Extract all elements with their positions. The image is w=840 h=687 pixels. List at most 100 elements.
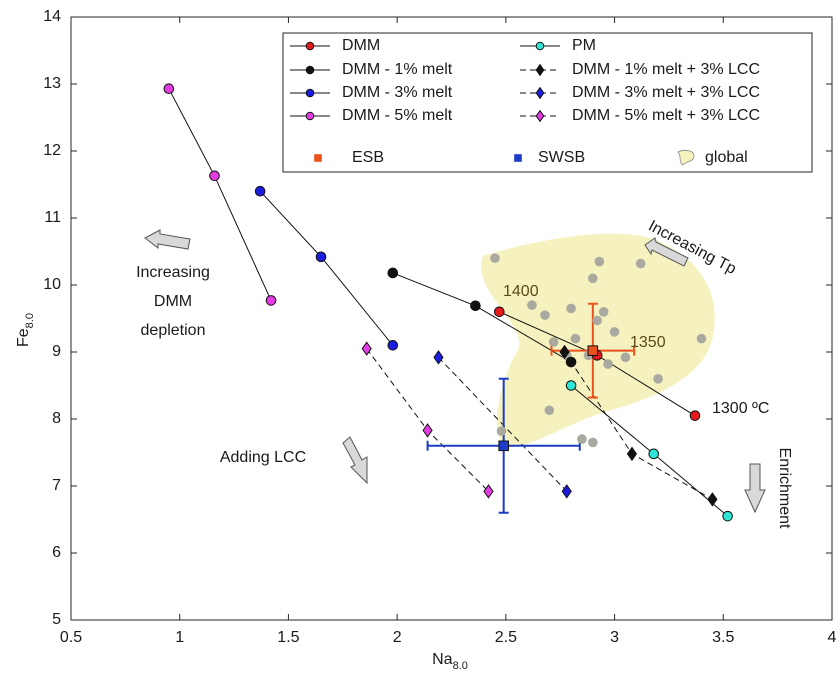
- legend-label: DMM: [342, 37, 380, 54]
- series-line: [366, 348, 489, 492]
- series-line: [259, 190, 394, 346]
- annotation: Enrichment: [776, 448, 793, 529]
- marker: [722, 510, 733, 522]
- legend-label: DMM - 5% melt: [342, 107, 453, 124]
- x-label-sub: 8.0: [453, 660, 468, 672]
- x-tick-label: 4: [828, 629, 837, 646]
- marker: [587, 345, 599, 356]
- axes-box: [70, 16, 833, 621]
- marker: [527, 300, 537, 310]
- y-tick-label: 5: [52, 611, 61, 628]
- y-tick-label: 14: [43, 8, 61, 25]
- annotation: 1300 ºC: [712, 400, 769, 417]
- legend-label: PM: [572, 37, 596, 54]
- legend-label: ESB: [352, 149, 384, 166]
- marker: [494, 306, 505, 318]
- global-region: [481, 233, 715, 447]
- annotation: Increasing: [136, 264, 210, 281]
- marker: [696, 333, 707, 344]
- x-tick-label: 3: [610, 629, 619, 646]
- marker: [561, 484, 572, 499]
- legend-patch: [677, 149, 695, 166]
- marker: [514, 154, 522, 162]
- y-tick-label: 9: [52, 343, 61, 360]
- marker: [433, 350, 444, 365]
- marker: [548, 337, 559, 347]
- annotation: 1400: [503, 283, 539, 300]
- arrows: [144, 229, 766, 514]
- legend-label: DMM - 3% melt: [342, 84, 453, 101]
- marker: [361, 341, 372, 356]
- x-axis-label: Na8.0: [432, 651, 468, 672]
- marker: [254, 185, 266, 197]
- marker: [598, 307, 609, 317]
- legend: DMM DMM - 1% melt DMM - 3% melt DMM - 5% me…: [282, 32, 813, 173]
- marker: [422, 423, 433, 438]
- marker: [609, 327, 620, 337]
- marker: [648, 448, 660, 460]
- marker: [305, 41, 315, 51]
- marker: [620, 352, 631, 363]
- marker: [544, 405, 555, 416]
- legend-label: global: [705, 149, 748, 166]
- marker: [635, 258, 646, 269]
- marker: [653, 374, 663, 384]
- y-tick-label: 7: [52, 477, 61, 494]
- marker: [559, 344, 570, 360]
- marker: [490, 253, 500, 263]
- x-tick-label: 1.5: [277, 629, 299, 646]
- marker: [566, 303, 576, 314]
- marker: [689, 410, 701, 421]
- marker: [470, 300, 481, 312]
- marker: [535, 109, 545, 123]
- marker: [305, 88, 315, 98]
- legend-label: SWSB: [538, 149, 585, 166]
- y-tick-label: 6: [52, 544, 61, 561]
- marker: [265, 295, 277, 306]
- x-tick-label: 3.5: [712, 629, 734, 646]
- marker: [535, 41, 545, 51]
- marker: [163, 83, 175, 94]
- x-tick-label: 0.5: [60, 629, 82, 646]
- marker: [496, 426, 507, 436]
- annotation: 1350: [630, 334, 666, 351]
- marker: [577, 434, 587, 444]
- marker: [498, 440, 509, 452]
- y-tick-label: 12: [43, 142, 61, 159]
- x-label-text: Na: [432, 651, 453, 668]
- marker: [387, 340, 399, 351]
- marker: [592, 315, 602, 326]
- series-line: [438, 357, 568, 492]
- marker: [535, 63, 545, 77]
- y-tick-label: 13: [43, 75, 61, 92]
- x-tick-label: 2: [393, 629, 402, 646]
- marker: [603, 359, 613, 369]
- legend-label: DMM - 3% melt + 3% LCC: [572, 84, 760, 101]
- marker: [315, 251, 327, 263]
- legend-label: DMM - 5% melt + 3% LCC: [572, 107, 760, 124]
- annotation: DMM: [154, 293, 192, 310]
- legend-label: DMM - 1% melt: [342, 61, 453, 78]
- marker: [535, 86, 545, 100]
- legend-label: DMM - 1% melt + 3% LCC: [572, 61, 760, 78]
- legend-box: [282, 32, 813, 173]
- marker: [570, 333, 581, 344]
- marker: [588, 437, 598, 448]
- x-tick-label: 1: [175, 629, 184, 646]
- marker: [209, 170, 220, 182]
- y-tick-label: 8: [52, 410, 61, 427]
- annotation: Adding LCC: [220, 449, 306, 466]
- y-tick-label: 11: [44, 209, 61, 226]
- plot-area: [163, 83, 733, 522]
- marker: [588, 273, 598, 284]
- y-label-sub: 8.0: [24, 313, 36, 328]
- annotation: depletion: [141, 322, 206, 339]
- y-axis-label: Fe8.0: [15, 313, 36, 347]
- y-tick-label: 10: [43, 276, 61, 293]
- y-label-text: Fe: [15, 328, 32, 347]
- marker: [565, 380, 577, 391]
- marker: [626, 446, 638, 462]
- x-tick-label: 2.5: [495, 629, 517, 646]
- marker: [540, 310, 550, 320]
